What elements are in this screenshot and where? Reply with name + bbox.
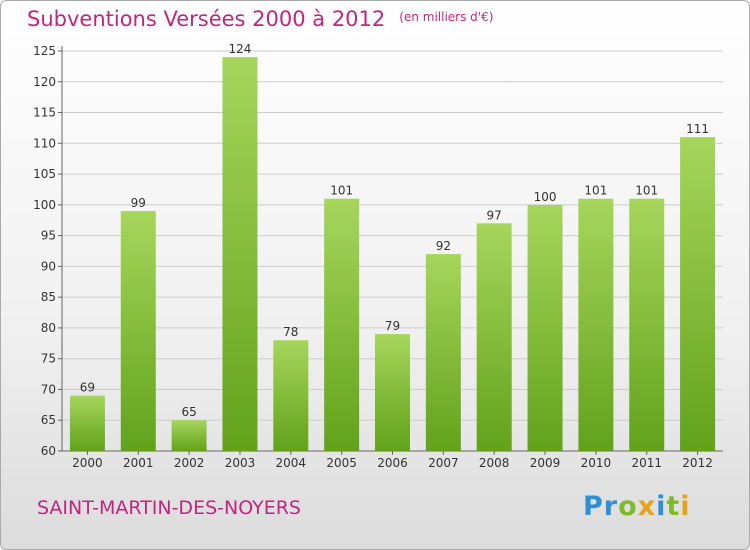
y-tick-label: 80 [41, 321, 56, 335]
bar [120, 211, 156, 451]
data-label: 69 [80, 381, 95, 395]
data-label: 101 [584, 184, 607, 198]
logo-letter: o [618, 491, 638, 522]
x-tick-label: 2011 [631, 456, 662, 470]
bar [527, 204, 563, 451]
bar [476, 223, 512, 451]
commune-name: SAINT-MARTIN-DES-NOYERS [37, 497, 301, 519]
bar [425, 254, 461, 451]
y-tick-label: 95 [41, 229, 56, 243]
y-tick-label: 105 [33, 167, 56, 181]
data-label: 79 [385, 319, 400, 333]
logo-letter: r [603, 491, 619, 522]
data-label: 78 [283, 325, 298, 339]
x-tick-label: 2003 [225, 456, 256, 470]
data-label: 99 [131, 196, 146, 210]
y-tick-label: 110 [33, 136, 56, 150]
x-tick-label: 2008 [479, 456, 510, 470]
data-label: 92 [436, 239, 451, 253]
chart-title: Subventions Versées 2000 à 2012 (en milli… [27, 7, 493, 31]
logo-letter: x [637, 491, 657, 522]
y-tick-label: 125 [33, 44, 56, 58]
x-tick-label: 2004 [276, 456, 307, 470]
data-label: 124 [229, 42, 252, 56]
x-tick-label: 2009 [530, 456, 561, 470]
x-tick-label: 2000 [72, 456, 103, 470]
y-tick-label: 120 [33, 75, 56, 89]
bar [680, 137, 716, 451]
y-tick-label: 70 [41, 382, 56, 396]
y-tick-label: 65 [41, 413, 56, 427]
data-label: 100 [534, 190, 557, 204]
bar [222, 57, 258, 452]
x-tick-label: 2001 [123, 456, 154, 470]
x-tick-label: 2012 [682, 456, 713, 470]
bar [171, 420, 207, 451]
data-label: 101 [635, 184, 658, 198]
bar [578, 198, 614, 451]
logo-letter: i [656, 491, 667, 522]
data-label: 101 [330, 184, 353, 198]
x-tick-label: 2007 [428, 456, 459, 470]
y-tick-label: 60 [41, 444, 56, 458]
bar-chart: 60 65 70 75 80 85 90 95 100 105 110 115 120 125 2000 20… [33, 42, 723, 470]
bar [629, 198, 665, 451]
data-label: 111 [686, 122, 709, 136]
data-label: 65 [181, 405, 196, 419]
y-tick-label: 100 [33, 198, 56, 212]
logo-letter: t [666, 491, 681, 522]
x-tick-label: 2006 [377, 456, 408, 470]
data-label: 97 [487, 208, 502, 222]
logo-letter: i [680, 491, 691, 522]
data-labels: 69 99 65 124 78 101 79 92 97 100 101 101 111 [80, 42, 709, 419]
bar [324, 198, 360, 451]
bar [375, 334, 410, 451]
x-tick-label: 2010 [581, 456, 612, 470]
bar [69, 395, 105, 451]
x-tick-label: 2005 [326, 456, 357, 470]
proxiti-logo: Proxiti [583, 491, 691, 522]
x-tick-label: 2002 [174, 456, 205, 470]
unit-label: (en milliers d'€) [399, 10, 494, 24]
bars [69, 57, 716, 452]
y-tick-label: 75 [41, 352, 56, 366]
bar [273, 340, 309, 451]
y-tick-label: 115 [33, 106, 56, 120]
y-tick-label: 85 [41, 290, 56, 304]
title-text: Subventions Versées 2000 à 2012 [27, 7, 386, 31]
y-tick-label: 90 [41, 259, 56, 273]
logo-letter: P [583, 491, 604, 522]
